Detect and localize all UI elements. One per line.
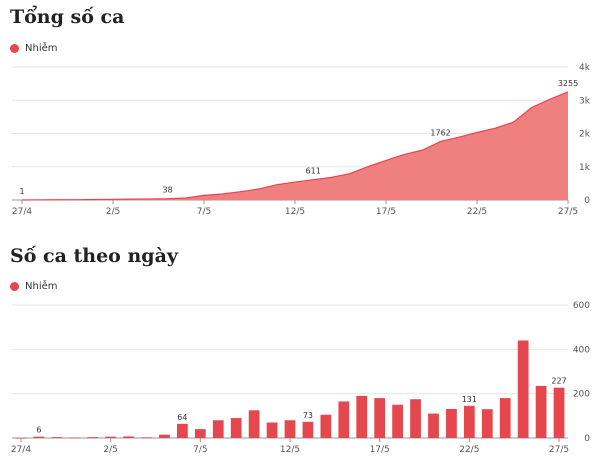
y-tick-label: 1k <box>579 163 591 173</box>
bar <box>338 401 350 438</box>
x-tick-label: 22/5 <box>459 445 479 455</box>
x-tick-label: 12/5 <box>285 207 305 217</box>
area-series-line <box>21 91 569 201</box>
data-label: 38 <box>163 186 173 195</box>
data-label: 3255 <box>558 79 578 88</box>
bar <box>446 408 457 438</box>
legend-label: Nhiễm <box>25 43 58 54</box>
x-tick-label: 22/5 <box>467 207 487 217</box>
cumulative-area-chart: 0 1k 2k 3k 4k 27/4 2/5 7/5 12/5 17/5 22/5 27/5 1 38 61… <box>12 63 591 217</box>
bar <box>230 418 242 438</box>
y-tick-label: 200 <box>573 390 590 400</box>
y-tick-label: 3k <box>579 96 591 106</box>
chart-title-daily: Số ca theo ngày <box>10 245 178 267</box>
bar <box>87 437 99 438</box>
data-label: 6 <box>36 426 41 435</box>
bar <box>248 410 260 438</box>
data-label: 64 <box>177 413 187 422</box>
bar <box>177 423 188 438</box>
bar <box>481 409 493 438</box>
x-tick-label: 17/5 <box>370 445 390 455</box>
data-label: 1762 <box>430 128 450 137</box>
bar <box>374 398 386 438</box>
y-tick-label: 400 <box>573 345 590 355</box>
bar <box>302 421 314 438</box>
legend-dot-icon <box>10 44 19 53</box>
bar <box>212 420 224 438</box>
x-tick-label: 27/5 <box>558 207 578 217</box>
x-tick-label: 2/5 <box>103 445 117 455</box>
y-tick-label: 0 <box>584 196 590 206</box>
bar <box>356 395 368 438</box>
x-tick-label: 7/5 <box>193 445 207 455</box>
bar <box>392 404 403 438</box>
bar <box>428 413 439 438</box>
data-label: 227 <box>551 377 566 386</box>
bar <box>463 405 475 438</box>
bar <box>499 398 511 438</box>
bar <box>123 436 134 438</box>
y-tick-label: 2k <box>579 130 591 140</box>
bar <box>159 434 170 438</box>
x-tick-label: 27/5 <box>549 445 569 455</box>
x-tick-label: 17/5 <box>376 207 396 217</box>
x-tick-label: 2/5 <box>106 207 120 217</box>
bar <box>69 437 81 439</box>
x-tick-label: 12/5 <box>280 445 300 455</box>
area-series-nhiem <box>22 91 568 200</box>
bar <box>517 340 529 438</box>
legend-label: Nhiễm <box>25 281 58 292</box>
chart-title-total: Tổng số ca <box>10 6 125 28</box>
bar <box>105 436 117 438</box>
bar <box>410 399 421 438</box>
y-tick-label: 0 <box>584 434 590 444</box>
bar <box>141 437 152 439</box>
data-label: 611 <box>306 167 321 176</box>
bar <box>33 436 45 438</box>
y-tick-label: 600 <box>573 301 590 311</box>
data-label: 1 <box>19 187 24 196</box>
x-tick-label: 27/4 <box>11 445 31 455</box>
bar <box>284 420 296 438</box>
bar <box>51 437 63 438</box>
y-tick-label: 4k <box>579 63 591 73</box>
bar <box>320 414 332 438</box>
x-tick-label: 7/5 <box>197 207 211 217</box>
bar <box>15 437 27 439</box>
legend-daily: Nhiễm <box>10 281 58 292</box>
legend-total: Nhiễm <box>10 43 58 54</box>
bar <box>535 385 547 438</box>
bar <box>553 387 565 438</box>
x-tick-label: 27/4 <box>12 207 32 217</box>
data-label: 131 <box>462 395 477 404</box>
bar <box>266 422 278 438</box>
bar <box>194 429 206 438</box>
data-label: 73 <box>303 411 313 420</box>
legend-dot-icon <box>10 282 19 291</box>
